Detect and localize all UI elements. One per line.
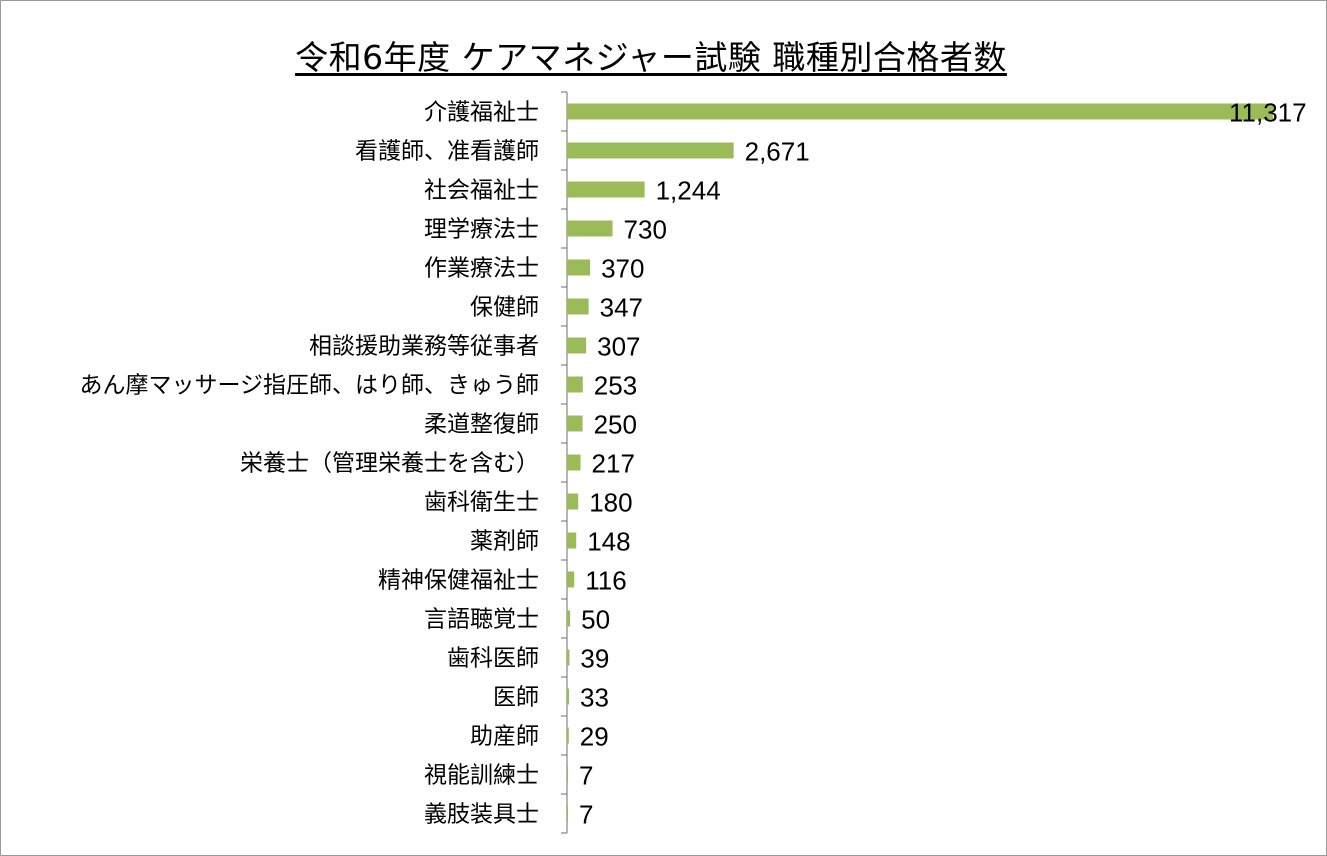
category-label: 理学療法士: [424, 217, 539, 243]
bar: [567, 766, 568, 783]
bar: [567, 337, 587, 354]
data-label: 730: [624, 215, 667, 245]
data-label: 148: [587, 527, 630, 557]
bar: [567, 376, 583, 393]
chart-title: 令和6年度 ケアマネジャー試験 職種別合格者数: [295, 38, 1007, 77]
category-label: 社会福祉士: [424, 178, 539, 204]
data-label: 180: [589, 488, 632, 518]
data-label: 39: [580, 644, 609, 674]
data-label: 116: [585, 566, 626, 596]
bar: [567, 142, 734, 159]
category-label: 柔道整復師: [424, 412, 539, 438]
bar: [567, 532, 577, 549]
data-label: 7: [579, 761, 593, 791]
bar: [567, 727, 569, 744]
category-label: 保健師: [470, 295, 539, 321]
data-label: 250: [594, 410, 637, 440]
category-label: 介護福祉士: [424, 100, 539, 126]
category-label: 助産師: [470, 724, 539, 750]
data-label: 347: [600, 293, 643, 323]
category-label: 精神保健福祉士: [378, 568, 539, 594]
data-label: 217: [592, 449, 635, 479]
data-label: 2,671: [745, 137, 810, 167]
bar: [567, 688, 570, 705]
data-label: 11,317: [1229, 98, 1307, 128]
bar: [567, 454, 581, 471]
data-label: 370: [601, 254, 644, 284]
bar: [567, 259, 591, 276]
data-label: 307: [597, 332, 640, 362]
category-label: あん摩マッサージ指圧師、はり師、きゅう師: [79, 373, 539, 399]
category-label: 義肢装具士: [424, 802, 539, 828]
data-label: 29: [580, 722, 609, 752]
bar: [567, 571, 575, 588]
bar: [567, 103, 1273, 120]
category-label: 相談援助業務等従事者: [309, 334, 539, 360]
bar: [567, 220, 613, 237]
bar: [567, 649, 570, 666]
bar: [567, 493, 579, 510]
category-label: 言語聴覚士: [424, 607, 539, 633]
data-label: 7: [579, 800, 593, 830]
bar: [567, 415, 583, 432]
category-label: 歯科衛生士: [424, 490, 539, 516]
bar: [567, 805, 568, 822]
category-label: 医師: [493, 685, 539, 711]
bar: [567, 298, 589, 315]
bar: [567, 181, 645, 198]
data-label: 253: [594, 371, 637, 401]
data-label: 1,244: [656, 176, 721, 206]
category-label: 視能訓練士: [424, 763, 539, 789]
category-label: 看護師、准看護師: [355, 139, 539, 165]
category-label: 薬剤師: [470, 529, 539, 555]
data-label: 33: [580, 683, 609, 713]
category-label: 作業療法士: [424, 256, 539, 282]
category-label: 歯科医師: [447, 646, 539, 672]
category-label: 栄養士（管理栄養士を含む）: [240, 451, 539, 477]
data-label: 50: [581, 605, 610, 635]
bar: [567, 610, 571, 627]
